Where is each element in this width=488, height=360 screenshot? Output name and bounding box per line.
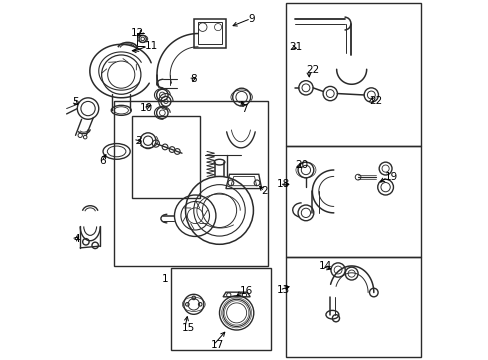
Text: 15: 15	[182, 323, 195, 333]
Text: 14: 14	[318, 261, 331, 271]
Text: 12: 12	[130, 28, 143, 38]
Text: 22: 22	[305, 65, 319, 75]
Text: 4: 4	[73, 234, 80, 244]
Text: 18: 18	[276, 179, 289, 189]
Text: 19: 19	[384, 172, 397, 182]
Text: 5: 5	[72, 97, 79, 107]
Text: 20: 20	[295, 160, 308, 170]
Text: 10: 10	[140, 103, 153, 113]
Text: 8: 8	[190, 74, 197, 84]
Text: 2: 2	[261, 186, 268, 197]
Text: 17: 17	[210, 340, 224, 350]
Text: 11: 11	[145, 41, 158, 51]
Text: 22: 22	[368, 96, 381, 106]
Text: 16: 16	[240, 287, 253, 296]
Text: 3: 3	[135, 136, 141, 147]
Text: 21: 21	[288, 42, 302, 52]
Text: 7: 7	[241, 104, 247, 114]
Text: 1: 1	[162, 274, 168, 284]
Text: 13: 13	[276, 285, 289, 295]
Text: 9: 9	[247, 14, 254, 23]
Text: 6: 6	[99, 157, 105, 166]
